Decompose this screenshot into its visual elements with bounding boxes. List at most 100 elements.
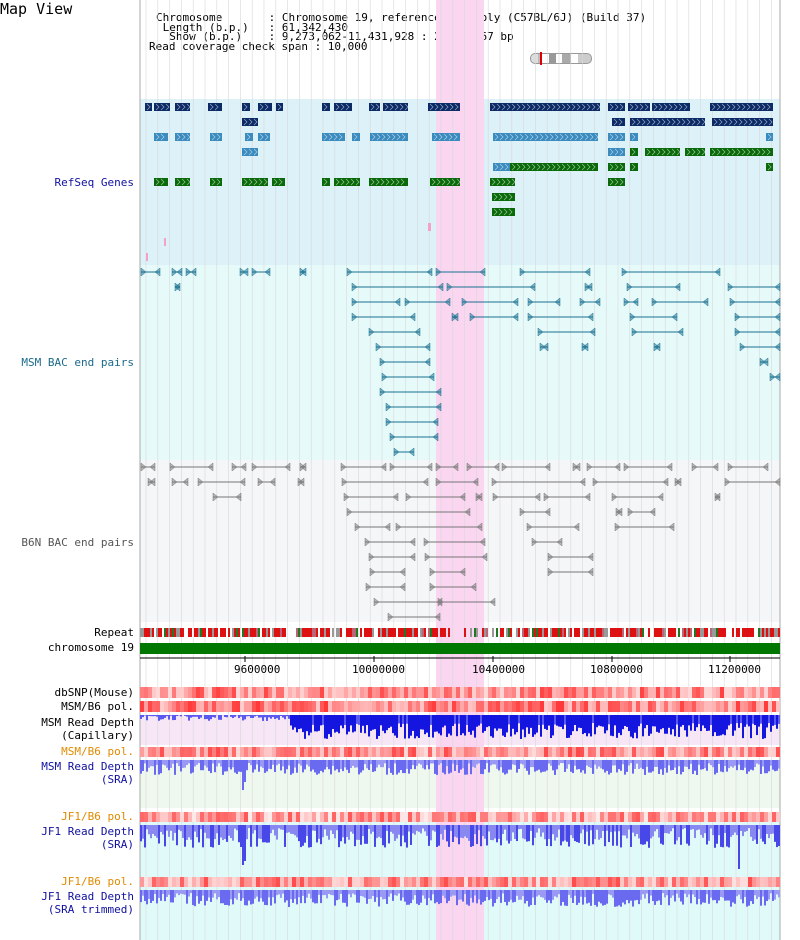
- jf1-b6-polymorphism-cell: [756, 877, 760, 887]
- msm-sra-read-depth-bar: [502, 760, 504, 773]
- repeat-feature: [502, 628, 504, 637]
- msm-bac-label[interactable]: MSM BAC end pairs: [21, 356, 134, 369]
- msm-capillary-read-depth-bar: [430, 715, 432, 725]
- msm-sra-read-depth-bar: [594, 760, 596, 765]
- jf1-sra-trimmed-read-depth-bar: [414, 890, 416, 896]
- jf1-b6-polymorphism-cell: [192, 877, 196, 887]
- msm-bac-end-pair-end: [435, 387, 442, 397]
- b6n-bac-end-pair-end: [251, 462, 258, 472]
- repeat-feature: [250, 628, 252, 637]
- strand-arrow-glyph: [738, 118, 743, 126]
- b6n-bac-end-pair-end: [586, 462, 593, 472]
- repeat-feature: [674, 628, 676, 637]
- dbsnp-density-cell: [556, 687, 560, 698]
- msm-sra-read-depth-bar: [548, 760, 550, 764]
- msm-sra-read-depth-bar: [496, 760, 498, 769]
- jf1-sra-read-depth-bar: [320, 825, 322, 845]
- jf1-sra-read-depth-bar: [430, 825, 432, 841]
- jf1-sra-read-depth-bar: [286, 825, 288, 833]
- refseq-genes-label[interactable]: RefSeq Genes: [54, 176, 134, 189]
- jf1-sra-read-depth-bar: [552, 825, 554, 835]
- b6n-bac-end-pair-end: [424, 552, 431, 562]
- jf1-b6-polymorphism-cell: [540, 877, 544, 887]
- msm-b6-polymorphism-cell: [484, 747, 488, 757]
- b6n-bac-label[interactable]: B6N BAC end pairs: [21, 536, 134, 549]
- b6n-bac-end-pair-end: [666, 462, 673, 472]
- msm-sra-read-depth-bar: [294, 760, 296, 768]
- msm-capillary-read-depth-bar: [280, 715, 282, 716]
- strand-arrow-glyph: [584, 133, 589, 141]
- msm-b6-polymorphism-cell: [420, 747, 424, 757]
- msm-capillary-read-depth-bar: [728, 715, 730, 726]
- jf1-sra-trimmed-read-depth-bar: [204, 890, 206, 906]
- chromosome-ideogram[interactable]: [530, 52, 592, 65]
- msm-sra-read-depth-bar: [564, 760, 566, 772]
- jf1-sra-trimmed-read-depth-bar: [404, 890, 406, 902]
- jf1-sra-read-depth-bar: [752, 825, 754, 841]
- jf1-b6-polymorphism-cell: [748, 877, 752, 887]
- jf1-sra-read-depth-bar: [180, 825, 182, 832]
- strand-arrow-glyph: [586, 103, 591, 111]
- msm-capillary-read-depth-bar: [424, 715, 426, 735]
- repeat-feature: [578, 628, 580, 637]
- msm-sra-read-depth-bar: [536, 760, 538, 771]
- msm-b6-polymorphism-cell: [276, 701, 280, 712]
- jf1-b6-polymorphism-cell: [156, 812, 160, 822]
- msm-capillary-read-depth-bar: [750, 715, 752, 739]
- jf1-b6-polymorphism-cell: [572, 877, 576, 887]
- jf1-sra-trimmed-read-depth-bar: [370, 890, 372, 899]
- jf1-sra-trimmed-read-depth-bar: [184, 890, 186, 895]
- b6n-bac-end-pair-end: [476, 492, 483, 502]
- repeat-feature: [390, 628, 392, 637]
- jf1-sra-trimmed-read-depth-bar: [266, 890, 268, 906]
- jf1-sra-read-depth-bar: [168, 825, 170, 837]
- refseq-gene-feature: [766, 133, 773, 141]
- jf1-sra-read-depth-bar: [228, 825, 230, 836]
- b6n-bac-end-pair-end: [426, 462, 433, 472]
- repeat-feature: [422, 628, 424, 637]
- jf1-sra-trimmed-read-depth-bar: [478, 890, 480, 900]
- jf1-b6-polymorphism-cell: [568, 812, 572, 822]
- jf1-sra-read-depth-bar: [670, 825, 672, 832]
- msm-capillary-read-depth-bar: [528, 715, 530, 734]
- refseq-gene-feature: [242, 118, 258, 126]
- b6n-bac-end-pair-end: [762, 462, 769, 472]
- jf1-b6-polymorphism-cell: [268, 812, 272, 822]
- jf1-b6-polymorphism-cell: [344, 877, 348, 887]
- jf1-sra-read-depth-bar: [532, 825, 534, 846]
- msm-capillary-read-depth-bar: [248, 715, 250, 717]
- msm-capillary-read-depth-bar: [208, 715, 210, 721]
- jf1-sra-trimmed-read-depth-bar: [482, 890, 484, 903]
- jf1-sra-trimmed-read-depth-bar: [358, 890, 360, 903]
- strand-arrow-glyph: [386, 133, 391, 141]
- jf1-sra-read-depth-bar: [336, 825, 338, 831]
- jf1-sra-read-depth-bar: [696, 825, 698, 831]
- jf1-b6-polymorphism-cell: [612, 812, 616, 822]
- strand-arrow-glyph: [711, 103, 716, 111]
- msm-bac-end-pair-end: [404, 297, 411, 307]
- msm-sra-read-depth-bar: [400, 760, 402, 771]
- jf1-sra-read-depth-bar: [632, 825, 634, 833]
- msm-capillary-read-depth-bar: [534, 715, 536, 735]
- strand-arrow-glyph: [345, 178, 350, 186]
- jf1-sra-read-depth-bar: [682, 825, 684, 830]
- jf1-b6-polymorphism-cell: [516, 877, 520, 887]
- msm-capillary-read-depth-bar: [532, 715, 534, 737]
- dbsnp-density-cell: [492, 687, 496, 698]
- msm-b6-polymorphism-cell: [256, 747, 260, 757]
- msm-sra-read-depth-bar: [302, 760, 304, 773]
- jf1-b6-polymorphism-cell: [764, 877, 768, 887]
- repeat-feature: [198, 628, 200, 637]
- msm-b6-polymorphism-cell: [284, 747, 288, 757]
- msm-sra-read-depth-bar: [206, 760, 208, 768]
- jf1-sra-read-depth-bar: [718, 825, 720, 836]
- msm-b6-polymorphism-cell: [664, 701, 668, 712]
- repeat-feature: [140, 628, 142, 637]
- strand-arrow-glyph: [209, 103, 214, 111]
- repeat-feature: [642, 628, 644, 637]
- jf1-b6-polymorphism-cell: [524, 877, 528, 887]
- jf1-b6-polymorphism-cell: [492, 812, 496, 822]
- msm-b6-polymorphism-cell: [644, 747, 648, 757]
- msm-b6-polymorphism-cell: [268, 747, 272, 757]
